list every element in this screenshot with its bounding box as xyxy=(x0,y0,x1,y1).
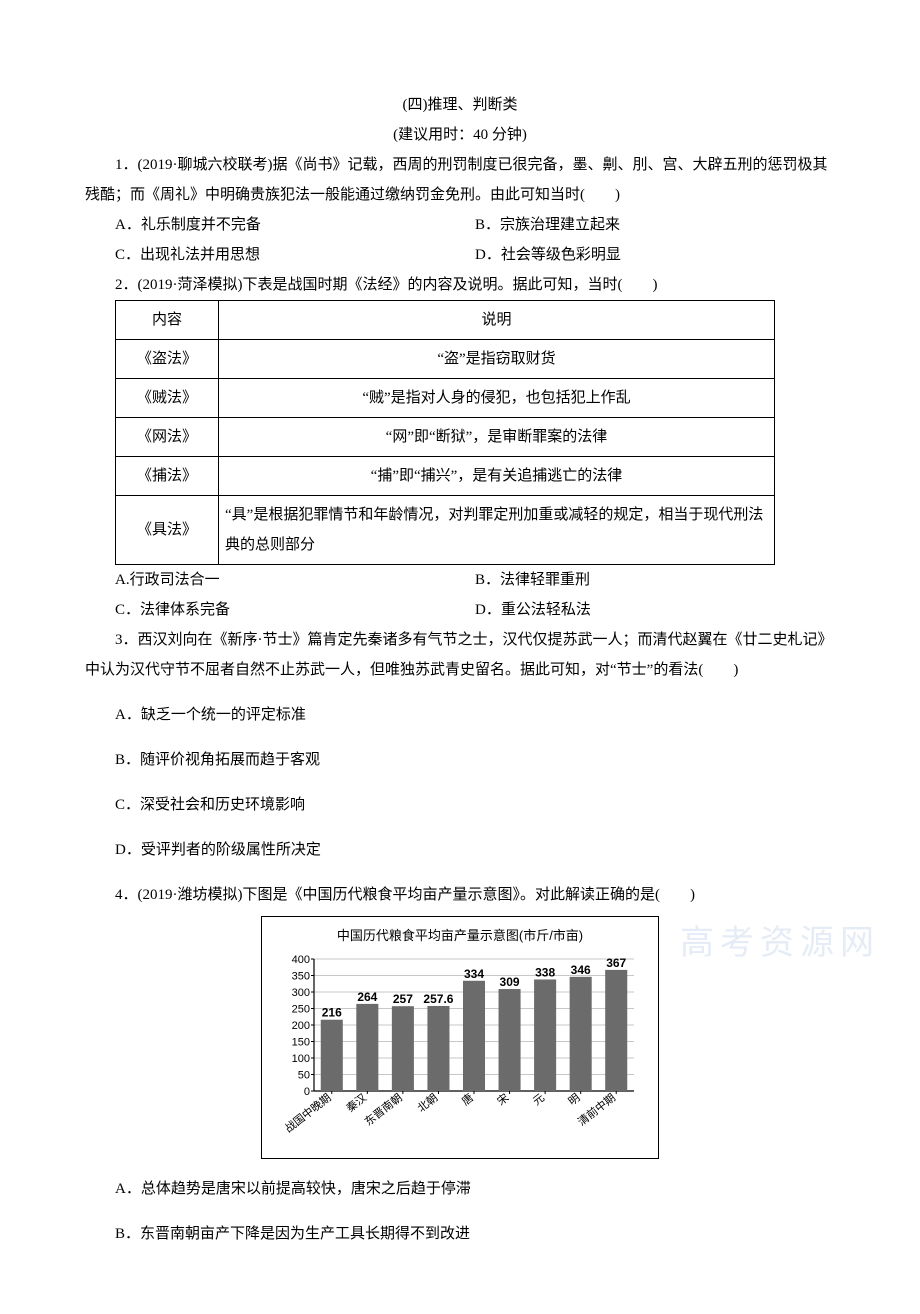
svg-text:清前中期: 清前中期 xyxy=(575,1090,618,1128)
q4-chart-wrap: 中国历代粮食平均亩产量示意图(市斤/市亩) 0 50 100 150 200 250 300… xyxy=(85,916,835,1159)
svg-text:明: 明 xyxy=(566,1091,583,1108)
svg-text:216: 216 xyxy=(322,1006,342,1020)
svg-text:50: 50 xyxy=(298,1070,310,1082)
svg-text:150: 150 xyxy=(292,1037,310,1049)
q1-option-D: D．社会等级色彩明显 xyxy=(475,240,835,270)
q2-table: 内容 说明 《盗法》 “盗”是指窃取财货 《贼法》 “贼”是指对人身的侵犯，也包… xyxy=(115,300,775,565)
svg-text:350: 350 xyxy=(292,971,310,983)
section-subtitle: (建议用时：40 分钟) xyxy=(85,120,835,150)
table-cell: “具”是根据犯罪情节和年龄情况，对判罪定刑加重或减轻的规定，相当于现代刑法典的总… xyxy=(219,496,775,565)
svg-text:250: 250 xyxy=(292,1004,310,1016)
svg-text:257.6: 257.6 xyxy=(423,992,453,1006)
svg-text:100: 100 xyxy=(292,1053,310,1065)
table-row: 《盗法》 “盗”是指窃取财货 xyxy=(116,340,775,379)
table-cell: 《盗法》 xyxy=(116,340,219,379)
svg-text:元: 元 xyxy=(531,1092,547,1108)
q2-option-D: D．重公法轻私法 xyxy=(475,595,835,625)
table-cell: “网”即“断狱”，是审断罪案的法律 xyxy=(219,418,775,457)
svg-text:338: 338 xyxy=(535,965,555,979)
q2-option-B: B．法律轻罪重刑 xyxy=(475,565,835,595)
q2-stem: 2．(2019·菏泽模拟)下表是战国时期《法经》的内容及说明。据此可知，当时( … xyxy=(85,270,835,300)
q2-options-row1: A.行政司法合一 B．法律轻罪重刑 xyxy=(85,565,835,595)
q1-option-B: B．宗族治理建立起来 xyxy=(475,210,835,240)
svg-text:秦汉: 秦汉 xyxy=(343,1090,369,1115)
q1-option-A: A．礼乐制度并不完备 xyxy=(115,210,475,240)
svg-text:300: 300 xyxy=(292,987,310,999)
q2-option-C: C．法律体系完备 xyxy=(115,595,475,625)
svg-text:宋: 宋 xyxy=(494,1090,511,1108)
q3-option-C: C．深受社会和历史环境影响 xyxy=(85,790,835,820)
svg-text:309: 309 xyxy=(500,975,520,989)
q3-option-B: B．随评价视角拓展而趋于客观 xyxy=(85,745,835,775)
table-row: 《网法》 “网”即“断狱”，是审断罪案的法律 xyxy=(116,418,775,457)
table-cell: “捕”即“捕兴”，是有关追捕逃亡的法律 xyxy=(219,457,775,496)
table-row: 《捕法》 “捕”即“捕兴”，是有关追捕逃亡的法律 xyxy=(116,457,775,496)
table-row: 内容 说明 xyxy=(116,301,775,340)
svg-text:北朝: 北朝 xyxy=(415,1091,440,1115)
table-cell: “贼”是指对人身的侵犯，也包括犯上作乱 xyxy=(219,379,775,418)
q4-chart-title: 中国历代粮食平均亩产量示意图(市斤/市亩) xyxy=(280,923,640,949)
svg-text:264: 264 xyxy=(357,990,377,1004)
table-header-desc: 说明 xyxy=(219,301,775,340)
section-title: (四)推理、判断类 xyxy=(85,90,835,120)
q4-option-A: A．总体趋势是唐宋以前提高较快，唐宋之后趋于停滞 xyxy=(85,1174,835,1204)
q4-stem: 4．(2019·潍坊模拟)下图是《中国历代粮食平均亩产量示意图》。对此解读正确的… xyxy=(85,880,835,910)
table-row: 《具法》 “具”是根据犯罪情节和年龄情况，对判罪定刑加重或减轻的规定，相当于现代… xyxy=(116,496,775,565)
q4-option-B: B．东晋南朝亩产下降是因为生产工具长期得不到改进 xyxy=(85,1219,835,1249)
table-cell: 《具法》 xyxy=(116,496,219,565)
svg-text:东晋南朝: 东晋南朝 xyxy=(362,1091,405,1128)
table-header-content: 内容 xyxy=(116,301,219,340)
table-row: 《贼法》 “贼”是指对人身的侵犯，也包括犯上作乱 xyxy=(116,379,775,418)
q3-option-D: D．受评判者的阶级属性所决定 xyxy=(85,835,835,865)
table-cell: 《捕法》 xyxy=(116,457,219,496)
q1-option-C: C．出现礼法并用思想 xyxy=(115,240,475,270)
q1-options-row1: A．礼乐制度并不完备 B．宗族治理建立起来 xyxy=(85,210,835,240)
q2-option-A: A.行政司法合一 xyxy=(115,565,475,595)
q3-stem: 3．西汉刘向在《新序·节士》篇肯定先秦诸多有气节之士，汉代仅提苏武一人；而清代赵… xyxy=(85,625,835,685)
table-cell: 《网法》 xyxy=(116,418,219,457)
svg-text:367: 367 xyxy=(606,956,626,970)
q3-option-A: A．缺乏一个统一的评定标准 xyxy=(85,700,835,730)
q2-options-row2: C．法律体系完备 D．重公法轻私法 xyxy=(85,595,835,625)
svg-text:0: 0 xyxy=(304,1086,310,1098)
svg-text:200: 200 xyxy=(292,1020,310,1032)
table-cell: 《贼法》 xyxy=(116,379,219,418)
svg-text:唐: 唐 xyxy=(459,1090,476,1108)
q4-chart-box: 中国历代粮食平均亩产量示意图(市斤/市亩) 0 50 100 150 200 250 300… xyxy=(261,916,659,1159)
svg-text:400: 400 xyxy=(292,954,310,966)
table-cell: “盗”是指窃取财货 xyxy=(219,340,775,379)
svg-text:334: 334 xyxy=(464,967,484,981)
q4-chart-svg: 050100150200250300350400216战国中晚期264秦汉257… xyxy=(280,953,640,1143)
q1-options-row2: C．出现礼法并用思想 D．社会等级色彩明显 xyxy=(85,240,835,270)
svg-text:257: 257 xyxy=(393,992,413,1006)
svg-text:346: 346 xyxy=(571,963,591,977)
q1-stem: 1．(2019·聊城六校联考)据《尚书》记载，西周的刑罚制度已很完备，墨、劓、刖… xyxy=(85,150,835,210)
